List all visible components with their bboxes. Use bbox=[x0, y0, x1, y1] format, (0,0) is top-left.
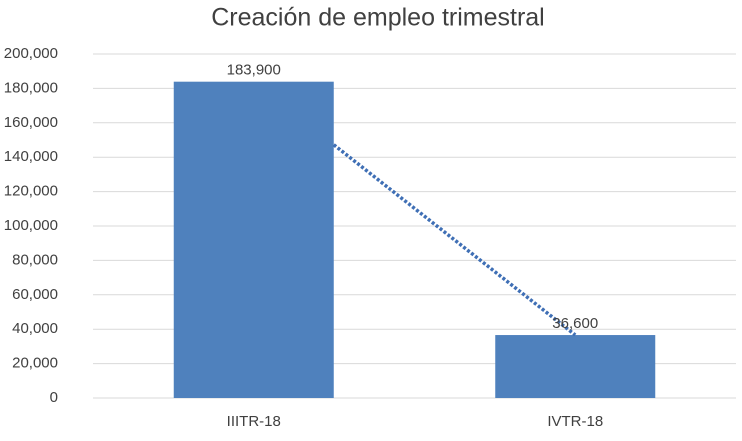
x-tick-label: IIITR-18 bbox=[227, 413, 281, 430]
y-tick-label: 0 bbox=[50, 389, 58, 406]
data-label: 183,900 bbox=[227, 62, 281, 79]
trendline bbox=[332, 143, 577, 337]
data-label: 36,600 bbox=[552, 315, 598, 332]
y-tick-label: 80,000 bbox=[12, 251, 58, 268]
y-tick-label: 20,000 bbox=[12, 355, 58, 372]
y-tick-label: 200,000 bbox=[4, 45, 58, 62]
y-tick-label: 100,000 bbox=[4, 217, 58, 234]
bar bbox=[173, 81, 334, 398]
y-tick-label: 60,000 bbox=[12, 286, 58, 303]
y-tick-label: 40,000 bbox=[12, 320, 58, 337]
bar bbox=[495, 335, 656, 398]
y-tick-label: 120,000 bbox=[4, 183, 58, 200]
y-tick-label: 160,000 bbox=[4, 114, 58, 131]
y-tick-label: 140,000 bbox=[4, 148, 58, 165]
x-tick-label: IVTR-18 bbox=[547, 413, 603, 430]
y-tick-label: 180,000 bbox=[4, 79, 58, 96]
chart-title: Creación de empleo trimestral bbox=[211, 4, 544, 32]
